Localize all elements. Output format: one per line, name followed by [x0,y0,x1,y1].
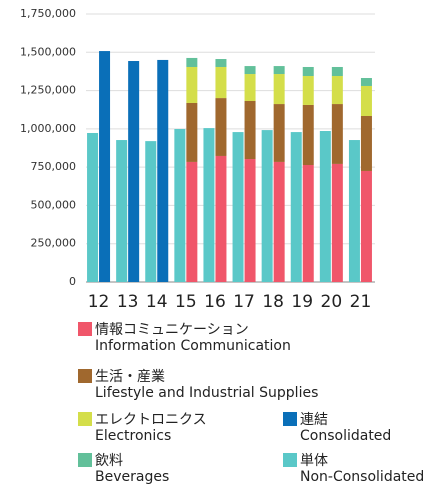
legend-label: Beverages [95,469,169,485]
bar-segment [99,51,111,282]
x-tick-label: 15 [175,292,197,312]
bar-segment [273,104,285,162]
y-tick-label: 1,250,000 [20,84,76,97]
bar-segment [273,66,285,75]
bar-segment [331,76,343,105]
x-tick-label: 19 [291,292,313,312]
bar [319,131,331,282]
bar-segment [128,61,140,282]
bar [203,128,215,282]
bar-segment [186,161,198,282]
x-tick-label: 13 [117,292,139,312]
x-tick-label: 14 [146,292,168,312]
x-tick-label: 17 [233,292,255,312]
legend-label: エレクトロニクス [95,412,207,428]
bar-segment [302,76,314,105]
bar [116,140,128,282]
bar-segment [186,57,198,67]
bar [145,141,157,282]
legend-swatch [78,412,92,426]
x-tick-label: 18 [262,292,284,312]
bar-segment [215,155,227,282]
bar [290,132,302,282]
y-tick-label: 1,750,000 [20,7,76,20]
bar-segment [244,159,256,282]
bar [348,140,360,282]
bar-segment [331,104,343,164]
bar-segment [244,66,256,75]
x-tick-label: 12 [88,292,110,312]
bar-segment [244,74,256,101]
legend-label: 連結 [300,412,328,428]
bar-segment [273,74,285,105]
bar-segment [302,164,314,282]
legend-swatch [78,453,92,467]
bar-segment [360,78,372,86]
y-tick-label: 0 [69,275,76,288]
bar-segment [331,66,343,77]
bar-segment [215,59,227,67]
legend-swatch [283,453,297,467]
bar-segment [215,66,227,99]
y-tick-label: 500,000 [31,198,77,211]
legend-label: Information Communication [95,338,291,354]
bar-segment [331,163,343,282]
legend-label: Consolidated [300,428,391,444]
legend-swatch [78,322,92,336]
bar-segment [186,102,198,162]
legend-label: Non-Consolidated [300,469,424,485]
y-tick-label: 1,500,000 [20,45,76,58]
bar-segment [157,59,169,282]
legend-label: Lifestyle and Industrial Supplies [95,385,318,401]
legend-swatch [78,369,92,383]
bar [261,130,273,282]
bar [232,132,244,282]
bar-segment [302,66,314,77]
legend-label: 飲料 [95,453,123,469]
bar-segment [360,85,372,116]
legend-label: 生活・産業 [95,369,165,385]
bar-segment [215,98,227,156]
legend-label: 情報コミュニケーション [95,322,249,338]
x-tick-label: 21 [350,292,372,312]
bar-segment [360,170,372,282]
y-tick-label: 1,000,000 [20,122,76,135]
bar-segment [302,104,314,165]
y-tick-label: 250,000 [31,237,77,250]
legend-swatch [283,412,297,426]
y-tick-label: 750,000 [31,160,77,173]
x-tick-label: 16 [204,292,226,312]
bar-segment [360,115,372,171]
bar-segment [186,66,198,103]
legend-label: 単体 [300,453,328,469]
legend-label: Electronics [95,428,171,444]
x-tick-label: 20 [321,292,343,312]
bar-segment [244,100,256,160]
bar [174,129,186,282]
bar-segment [273,161,285,282]
bar [87,132,99,282]
